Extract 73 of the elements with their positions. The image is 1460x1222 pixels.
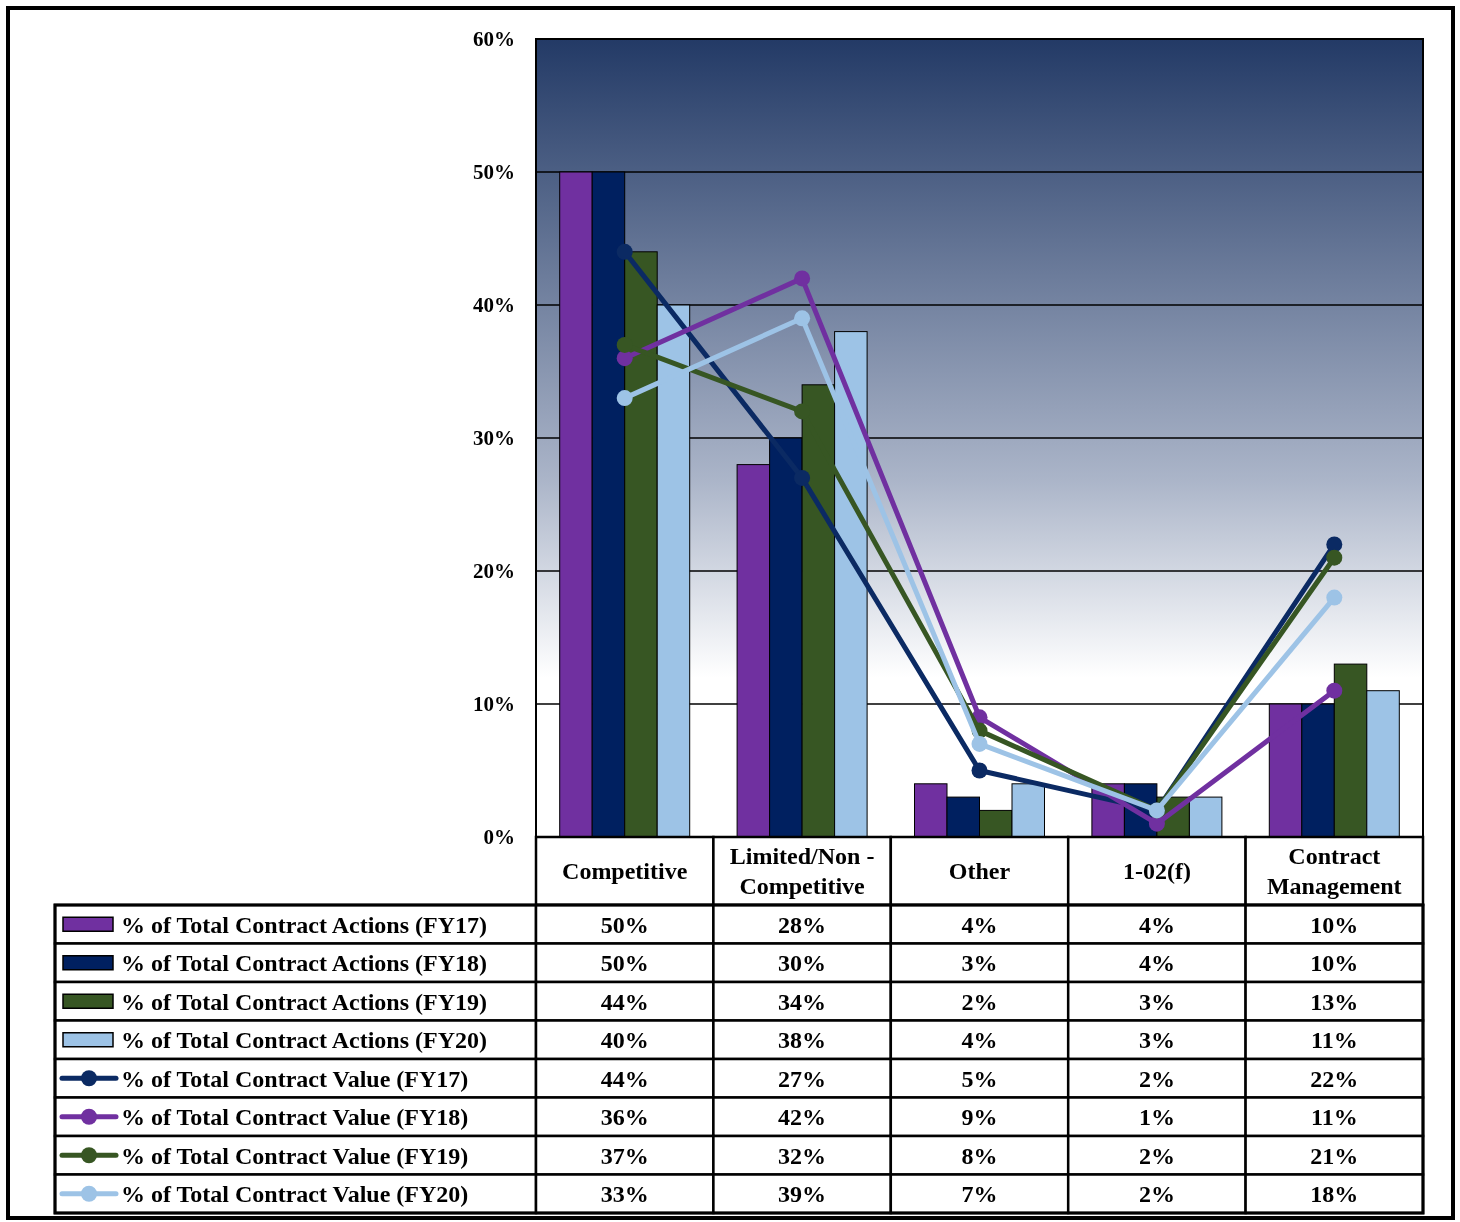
y-tick-label: 0% <box>483 825 515 850</box>
data-label: 40% <box>600 1027 649 1054</box>
data-label: 2% <box>1138 1065 1175 1092</box>
legend-label: % of Total Contract Value (FY19) <box>121 1142 469 1169</box>
x-tick-label: Other <box>948 858 1011 885</box>
y-tick-label: 40% <box>473 293 515 318</box>
data-label: 4% <box>961 1027 998 1054</box>
point <box>616 350 633 367</box>
data-label: 27% <box>778 1065 827 1092</box>
data-label: 3% <box>961 950 998 977</box>
data-label: 18% <box>1310 1181 1359 1208</box>
data-label: 50% <box>600 950 649 977</box>
point <box>1326 549 1343 566</box>
y-tick-label: 20% <box>473 559 515 584</box>
y-tick-label: 60% <box>473 27 515 52</box>
point <box>1326 589 1343 606</box>
legend-label: % of Total Contract Actions (FY20) <box>121 1027 487 1054</box>
data-label: 21% <box>1310 1142 1359 1169</box>
data-label: 11% <box>1310 1104 1358 1131</box>
data-label: 2% <box>1138 1142 1175 1169</box>
data-label: 42% <box>778 1104 827 1131</box>
point <box>794 270 811 287</box>
data-label: 10% <box>1310 950 1359 977</box>
data-label: 44% <box>600 1065 649 1092</box>
legend-label: % of Total Contract Actions (FY18) <box>121 950 487 977</box>
point <box>794 310 811 327</box>
legend-label: % of Total Contract Actions (FY17) <box>121 911 487 938</box>
x-tick-label: Limited/Non - Competitive <box>729 843 875 900</box>
data-label: 3% <box>1138 1027 1175 1054</box>
data-label: 7% <box>961 1181 998 1208</box>
data-label: 2% <box>961 988 998 1015</box>
point <box>794 469 811 486</box>
data-label: 44% <box>600 988 649 1015</box>
data-label: 33% <box>600 1181 649 1208</box>
data-label: 22% <box>1310 1065 1359 1092</box>
y-tick-label: 50% <box>473 160 515 185</box>
data-label: 2% <box>1138 1181 1175 1208</box>
data-label: 3% <box>1138 988 1175 1015</box>
data-label: 39% <box>778 1181 827 1208</box>
data-label: 8% <box>961 1142 998 1169</box>
data-label: 9% <box>961 1104 998 1131</box>
y-tick-label: 30% <box>473 426 515 451</box>
data-label: 28% <box>778 911 827 938</box>
point <box>1326 682 1343 699</box>
data-label: 30% <box>778 950 827 977</box>
data-label: 4% <box>1138 950 1175 977</box>
data-label: 37% <box>600 1142 649 1169</box>
data-label: 1% <box>1138 1104 1175 1131</box>
point <box>971 762 988 779</box>
legend-label: % of Total Contract Value (FY18) <box>121 1104 469 1131</box>
data-label: 38% <box>778 1027 827 1054</box>
data-label: 50% <box>600 911 649 938</box>
legend-label: % of Total Contract Value (FY20) <box>121 1181 469 1208</box>
data-label: 10% <box>1310 911 1359 938</box>
point <box>1148 815 1165 832</box>
y-tick-label: 10% <box>473 692 515 717</box>
legend-label: % of Total Contract Value (FY17) <box>121 1065 469 1092</box>
point <box>616 390 633 407</box>
legend-label: % of Total Contract Actions (FY19) <box>121 988 487 1015</box>
data-label: 4% <box>1138 911 1175 938</box>
x-tick-label: 1-02(f) <box>1122 858 1191 885</box>
data-label: 4% <box>961 911 998 938</box>
data-label: 13% <box>1310 988 1359 1015</box>
data-label: 36% <box>600 1104 649 1131</box>
point <box>971 735 988 752</box>
data-label: 11% <box>1310 1027 1358 1054</box>
data-label: 5% <box>961 1065 998 1092</box>
data-label: 32% <box>778 1142 827 1169</box>
data-label: 34% <box>778 988 827 1015</box>
point <box>1326 536 1343 553</box>
x-tick-label: Contract Management <box>1266 843 1402 900</box>
point <box>616 243 633 260</box>
x-tick-label: Competitive <box>562 858 688 885</box>
